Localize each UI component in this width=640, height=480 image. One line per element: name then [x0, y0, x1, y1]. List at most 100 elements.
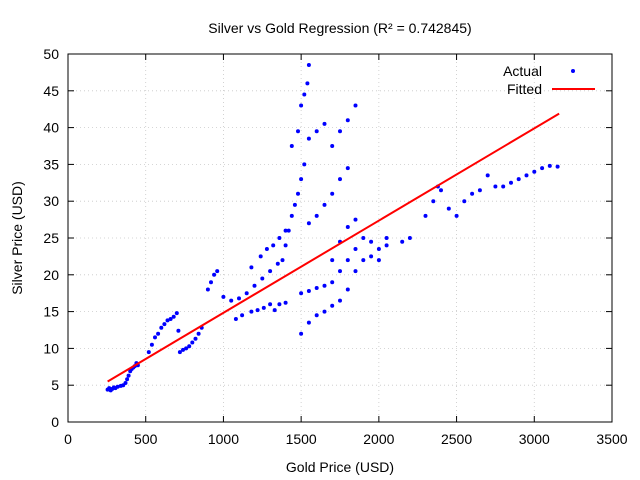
data-point	[345, 258, 350, 263]
data-point	[376, 258, 381, 263]
data-point	[289, 144, 294, 148]
data-point	[353, 269, 358, 274]
actual-points	[105, 63, 560, 393]
axis-ticks	[67, 53, 613, 423]
y-tick-label: 50	[43, 46, 59, 62]
data-point	[547, 163, 552, 168]
data-point	[330, 191, 335, 196]
data-point	[268, 269, 273, 274]
data-point	[338, 177, 342, 182]
data-point	[296, 191, 300, 196]
data-point	[345, 118, 350, 123]
data-point	[146, 350, 151, 355]
x-axis-title: Gold Price (USD)	[286, 459, 394, 475]
data-point	[283, 243, 288, 248]
fitted-line	[107, 112, 560, 383]
data-point	[177, 350, 182, 355]
data-point	[431, 199, 436, 204]
data-point	[205, 287, 210, 292]
y-tick-label: 20	[43, 267, 59, 283]
y-tick-label: 35	[43, 156, 59, 172]
data-point	[221, 294, 226, 299]
legend-marker-actual	[571, 69, 575, 73]
data-point	[470, 191, 475, 196]
data-point	[532, 169, 537, 174]
data-point	[299, 291, 304, 296]
data-point	[237, 296, 241, 301]
y-tick-label: 30	[43, 193, 59, 209]
data-point	[353, 217, 358, 222]
data-point	[187, 344, 192, 349]
data-point	[439, 188, 443, 193]
data-point	[338, 269, 342, 274]
data-point	[493, 184, 498, 189]
data-point	[277, 302, 282, 307]
data-point	[516, 177, 521, 182]
y-tick-label: 25	[43, 230, 59, 246]
data-point	[176, 328, 181, 333]
data-point	[501, 184, 506, 189]
data-point	[264, 247, 269, 251]
data-point	[305, 81, 310, 86]
data-point	[462, 199, 467, 204]
x-tick-label: 1000	[208, 431, 239, 447]
x-tick-label: 500	[134, 431, 158, 447]
data-point	[361, 258, 366, 263]
legend: Actual Fitted	[503, 63, 595, 97]
data-point	[196, 331, 201, 336]
data-point	[159, 325, 164, 330]
data-point	[215, 269, 220, 274]
data-point	[260, 276, 265, 281]
x-tick-label: 3000	[519, 431, 550, 447]
data-point	[209, 280, 213, 285]
y-axis-title: Silver Price (USD)	[9, 181, 25, 295]
data-point	[165, 318, 170, 323]
data-point	[229, 298, 234, 303]
data-point	[115, 384, 120, 389]
data-point	[454, 213, 459, 218]
tick-labels: 0 500 1000 1500 2000 2500 3000 3500 0 5 10 15 20 25 30…	[43, 46, 627, 447]
data-point	[361, 236, 366, 240]
data-point	[314, 313, 319, 318]
legend-label-fitted: Fitted	[507, 81, 542, 97]
data-point	[156, 331, 161, 336]
data-point	[240, 313, 245, 318]
data-point	[509, 180, 513, 185]
data-point	[302, 92, 307, 97]
data-point	[289, 213, 294, 218]
data-point	[302, 162, 307, 167]
data-point	[330, 144, 335, 148]
data-point	[271, 243, 276, 248]
data-point	[126, 373, 131, 378]
data-point	[283, 228, 288, 233]
x-tick-label: 2000	[363, 431, 394, 447]
x-tick-label: 0	[64, 431, 72, 447]
data-point	[249, 265, 254, 270]
data-point	[314, 213, 319, 218]
data-point	[153, 335, 157, 340]
data-point	[306, 221, 311, 226]
x-tick-label: 2500	[441, 431, 472, 447]
data-point	[272, 308, 277, 313]
data-point	[314, 286, 319, 290]
data-point	[345, 287, 350, 292]
data-point	[212, 272, 217, 277]
data-point	[345, 225, 350, 229]
data-point	[190, 340, 195, 345]
y-tick-label: 10	[43, 340, 59, 356]
data-point	[338, 298, 342, 303]
data-point	[306, 63, 311, 67]
data-point	[249, 309, 254, 314]
data-point	[193, 336, 198, 341]
data-point	[423, 213, 428, 218]
y-tick-label: 15	[43, 304, 59, 320]
data-point	[255, 308, 260, 313]
y-tick-label: 45	[43, 83, 59, 99]
data-point	[345, 166, 350, 171]
data-point	[330, 303, 335, 308]
data-point	[306, 320, 311, 325]
data-point	[353, 247, 358, 251]
data-point	[244, 291, 249, 296]
y-tick-label: 0	[51, 414, 59, 430]
